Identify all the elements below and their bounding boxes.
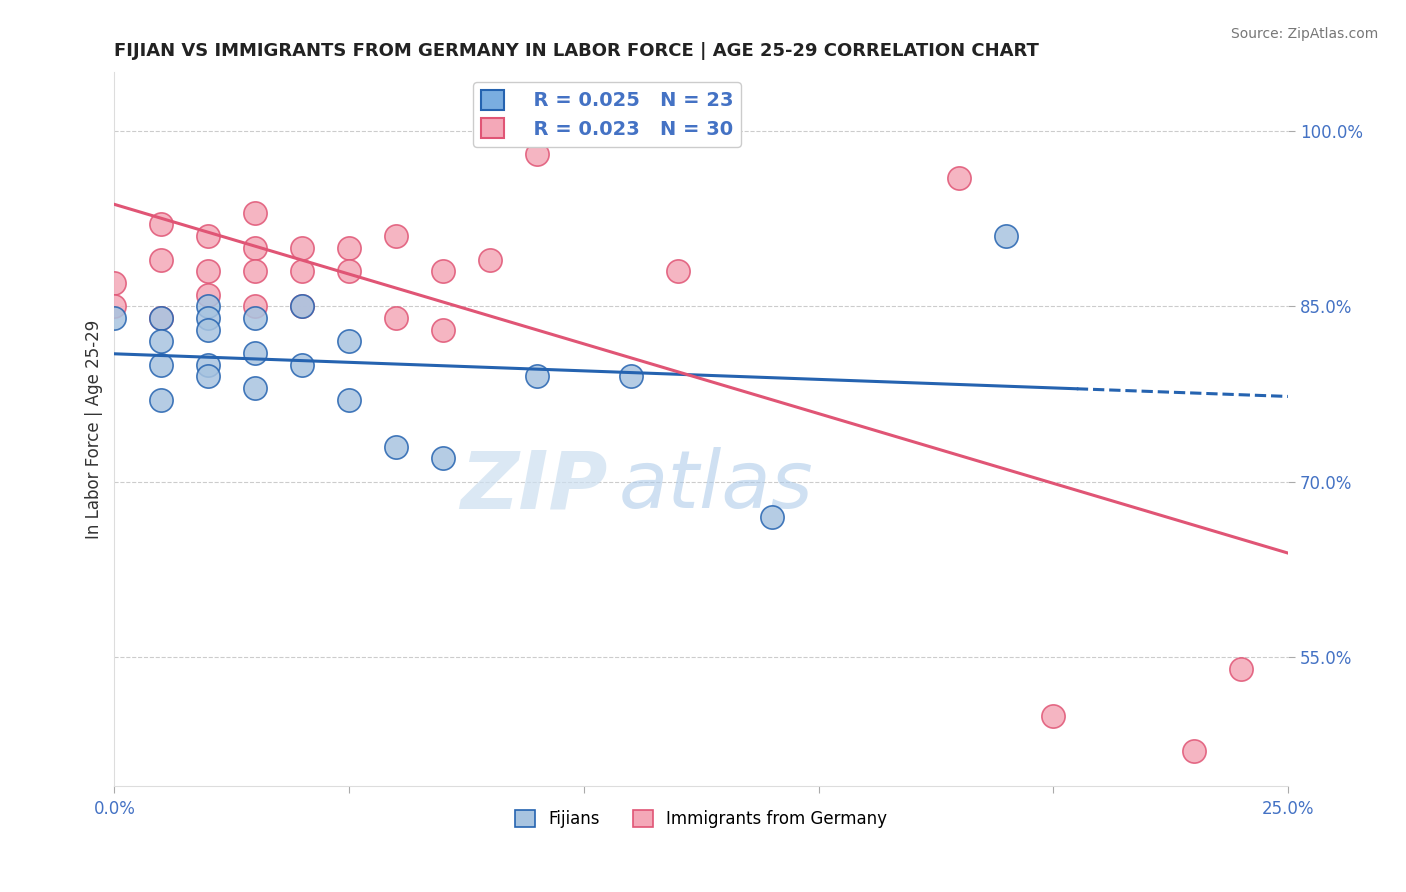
Text: Source: ZipAtlas.com: Source: ZipAtlas.com: [1230, 27, 1378, 41]
Text: FIJIAN VS IMMIGRANTS FROM GERMANY IN LABOR FORCE | AGE 25-29 CORRELATION CHART: FIJIAN VS IMMIGRANTS FROM GERMANY IN LAB…: [114, 42, 1039, 60]
Point: [1230, 662, 1253, 676]
Point: [103, 311, 125, 326]
Point: [150, 392, 173, 407]
Point: [291, 358, 314, 372]
Point: [337, 334, 360, 349]
Point: [245, 311, 267, 326]
Point: [197, 229, 219, 244]
Point: [432, 451, 454, 466]
Point: [245, 346, 267, 360]
Point: [385, 440, 408, 454]
Point: [197, 311, 219, 326]
Point: [291, 264, 314, 278]
Point: [1042, 708, 1064, 723]
Point: [150, 311, 173, 326]
Point: [245, 206, 267, 220]
Point: [385, 311, 408, 326]
Point: [245, 381, 267, 395]
Point: [385, 229, 408, 244]
Point: [150, 311, 173, 326]
Point: [337, 392, 360, 407]
Text: 25.0%: 25.0%: [1261, 800, 1315, 818]
Point: [337, 264, 360, 278]
Point: [197, 358, 219, 372]
Point: [432, 323, 454, 337]
Point: [666, 264, 689, 278]
Point: [103, 276, 125, 290]
Point: [197, 287, 219, 301]
Legend: Fijians, Immigrants from Germany: Fijians, Immigrants from Germany: [509, 803, 894, 835]
Point: [713, 124, 735, 138]
Point: [620, 369, 643, 384]
Point: [197, 264, 219, 278]
Point: [197, 299, 219, 313]
Point: [197, 323, 219, 337]
Text: 0.0%: 0.0%: [93, 800, 135, 818]
Point: [337, 241, 360, 255]
Y-axis label: In Labor Force | Age 25-29: In Labor Force | Age 25-29: [86, 319, 103, 539]
Point: [761, 509, 783, 524]
Point: [526, 147, 548, 161]
Point: [150, 252, 173, 267]
Text: ZIP: ZIP: [460, 447, 607, 525]
Point: [432, 264, 454, 278]
Point: [197, 369, 219, 384]
Point: [103, 299, 125, 313]
Point: [526, 124, 548, 138]
Point: [245, 241, 267, 255]
Point: [948, 170, 970, 185]
Point: [150, 218, 173, 232]
Point: [478, 252, 501, 267]
Point: [526, 369, 548, 384]
Point: [995, 229, 1018, 244]
Point: [150, 334, 173, 349]
Point: [245, 264, 267, 278]
Point: [291, 299, 314, 313]
Text: atlas: atlas: [619, 447, 814, 525]
Point: [245, 299, 267, 313]
Point: [291, 241, 314, 255]
Point: [291, 299, 314, 313]
Point: [150, 358, 173, 372]
Point: [1182, 744, 1205, 758]
